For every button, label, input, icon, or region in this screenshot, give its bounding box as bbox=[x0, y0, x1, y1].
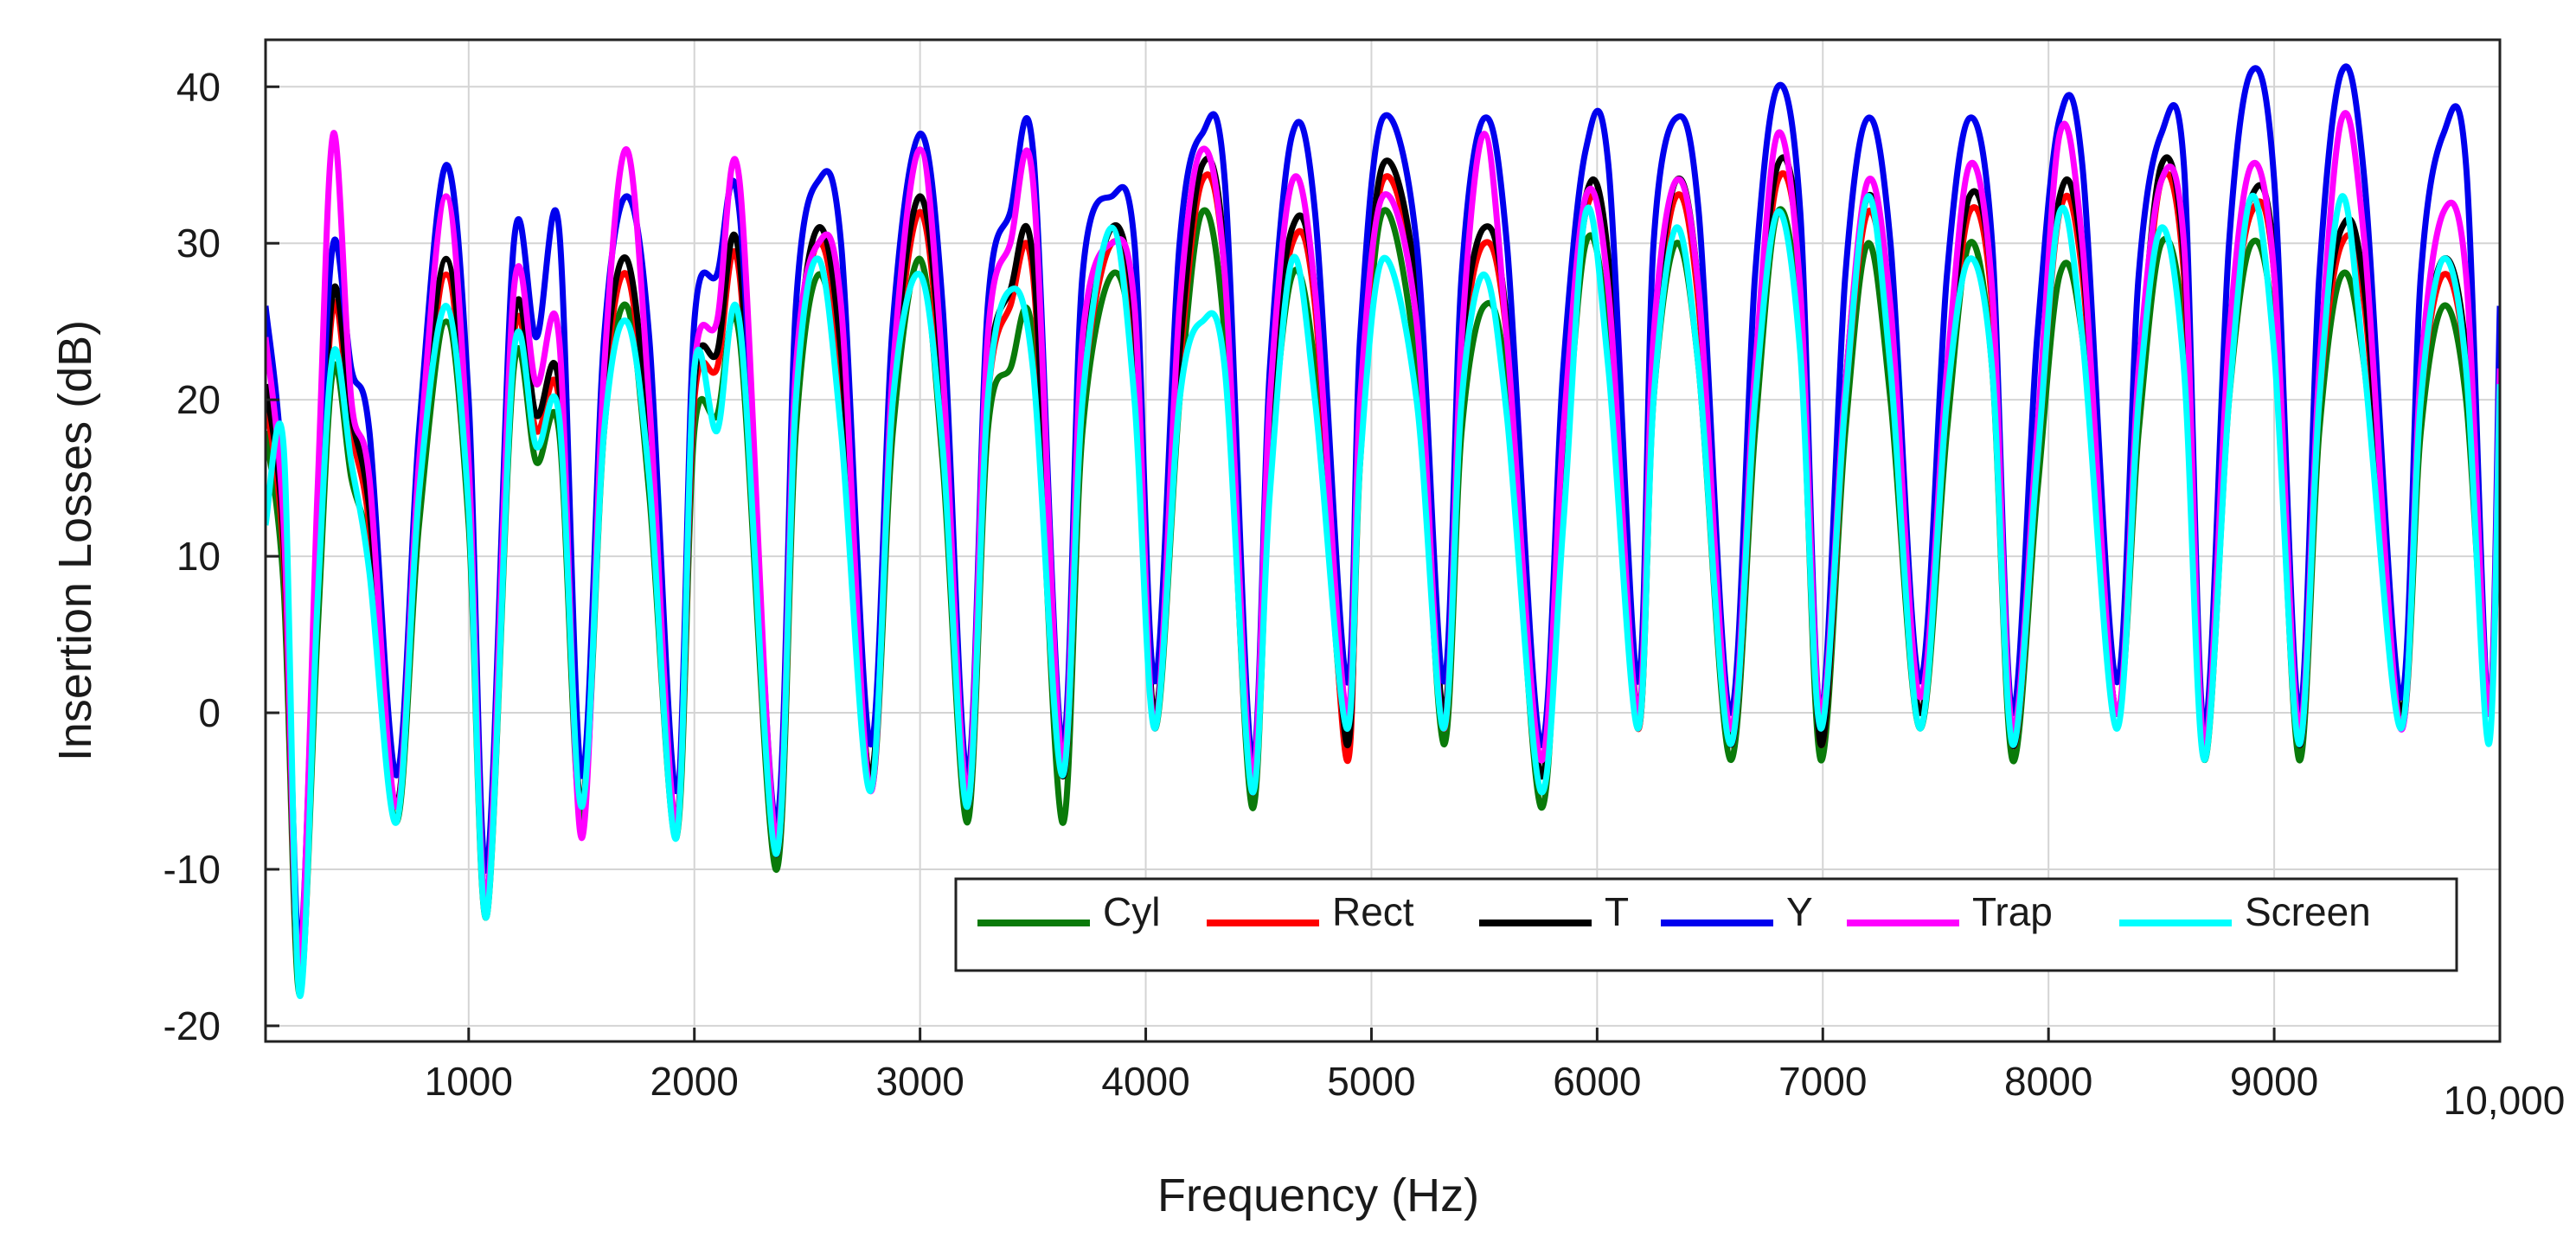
y-tick-label: -10 bbox=[163, 847, 221, 892]
legend-label-trap: Trap bbox=[1972, 889, 2053, 934]
plot-frame bbox=[264, 38, 2502, 1043]
y-tick-label: 30 bbox=[176, 221, 221, 266]
y-tick-label: 10 bbox=[176, 534, 221, 579]
x-axis-label: Frequency (Hz) bbox=[1157, 1169, 1479, 1221]
y-tick-label: -20 bbox=[163, 1003, 221, 1048]
x-tick-label: 7000 bbox=[1778, 1059, 1867, 1104]
legend: Cyl Rect T Y Trap Screen bbox=[954, 877, 2458, 972]
series-line-screen bbox=[266, 192, 2500, 999]
legend-label-screen: Screen bbox=[2245, 889, 2371, 934]
x-tick-label: 10,000 bbox=[2444, 1078, 2566, 1123]
x-tick-label: 4000 bbox=[1101, 1059, 1189, 1104]
legend-label-cyl: Cyl bbox=[1103, 889, 1160, 934]
legend-label-t: T bbox=[1605, 889, 1629, 934]
series-lines bbox=[266, 63, 2500, 999]
x-tick-label: 1000 bbox=[425, 1059, 513, 1104]
legend-label-rect: Rect bbox=[1332, 889, 1414, 934]
x-tick-label: 3000 bbox=[875, 1059, 964, 1104]
y-tick-label: 0 bbox=[198, 690, 221, 735]
legend-label-y: Y bbox=[1786, 889, 1813, 934]
x-tick-label: 6000 bbox=[1553, 1059, 1641, 1104]
x-tick-label: 5000 bbox=[1327, 1059, 1415, 1104]
y-tick-label: 40 bbox=[176, 64, 221, 109]
y-axis-label: Insertion Losses (dB) bbox=[49, 320, 101, 761]
x-tick-label: 8000 bbox=[2004, 1059, 2092, 1104]
y-tick-label: 20 bbox=[176, 377, 221, 422]
axis-ticks: 1000 2000 3000 4000 5000 6000 7000 8000 9000 10,0… bbox=[163, 64, 2566, 1123]
x-tick-label: 2000 bbox=[650, 1059, 739, 1104]
x-tick-label: 9000 bbox=[2230, 1059, 2318, 1104]
